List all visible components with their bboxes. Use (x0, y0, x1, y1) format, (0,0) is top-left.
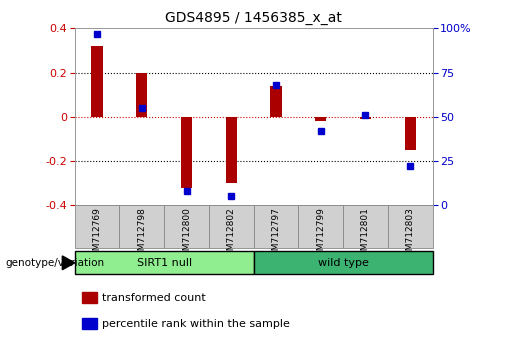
FancyBboxPatch shape (253, 205, 298, 248)
Bar (270, 86, 282, 117)
Text: GSM712803: GSM712803 (406, 207, 415, 262)
FancyBboxPatch shape (209, 205, 253, 248)
Bar (315, 117, 327, 121)
Title: GDS4895 / 1456385_x_at: GDS4895 / 1456385_x_at (165, 11, 342, 24)
Text: percentile rank within the sample: percentile rank within the sample (101, 319, 289, 329)
Bar (82, 292, 97, 303)
Polygon shape (62, 256, 75, 270)
Text: SIRT1 null: SIRT1 null (136, 258, 192, 268)
Text: GSM712802: GSM712802 (227, 207, 236, 262)
Text: GSM712798: GSM712798 (138, 207, 146, 262)
FancyBboxPatch shape (164, 205, 209, 248)
Bar (82, 319, 97, 329)
Text: GSM712801: GSM712801 (361, 207, 370, 262)
Text: GSM712797: GSM712797 (271, 207, 281, 262)
Bar (360, 117, 371, 119)
FancyBboxPatch shape (253, 251, 433, 274)
Text: GSM712799: GSM712799 (316, 207, 325, 262)
FancyBboxPatch shape (388, 205, 433, 248)
Text: GSM712769: GSM712769 (93, 207, 101, 262)
FancyBboxPatch shape (298, 205, 343, 248)
Bar (226, 117, 237, 183)
Text: genotype/variation: genotype/variation (5, 258, 104, 268)
FancyBboxPatch shape (343, 205, 388, 248)
FancyBboxPatch shape (119, 205, 164, 248)
Bar (181, 117, 192, 188)
Bar (405, 117, 416, 150)
Text: wild type: wild type (318, 258, 369, 268)
Text: transformed count: transformed count (101, 293, 205, 303)
Bar (92, 46, 102, 117)
FancyBboxPatch shape (75, 251, 253, 274)
FancyBboxPatch shape (75, 205, 119, 248)
Text: GSM712800: GSM712800 (182, 207, 191, 262)
Bar (136, 73, 147, 117)
